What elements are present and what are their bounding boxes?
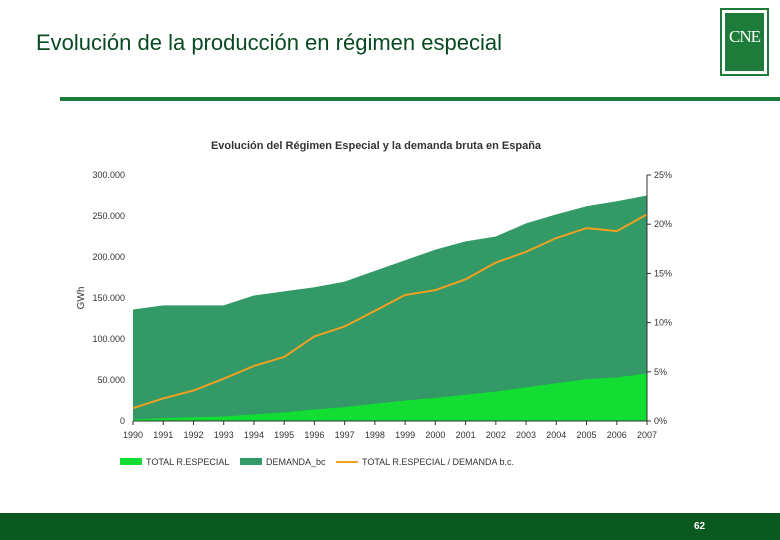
y-tick-label: 250.000 <box>92 211 125 221</box>
legend-label-total-re: TOTAL R.ESPECIAL <box>146 457 229 467</box>
x-tick-label: 2003 <box>516 430 536 440</box>
slide-title: Evolución de la producción en régimen es… <box>36 30 502 55</box>
y2-tick-label: 20% <box>654 219 672 229</box>
y2-tick-label: 10% <box>654 318 672 328</box>
x-tick-label: 1996 <box>304 430 324 440</box>
series-area-total-re <box>133 373 647 421</box>
page-number: 62 <box>694 521 706 532</box>
legend-swatch-demanda <box>240 458 262 465</box>
y-tick-label: 50.000 <box>97 375 125 385</box>
y-axis-label: GWh <box>76 287 87 310</box>
x-tick-label: 1991 <box>153 430 173 440</box>
x-tick-label: 2006 <box>607 430 627 440</box>
y-tick-label: 0 <box>120 416 125 426</box>
x-tick-label: 1998 <box>365 430 385 440</box>
y2-tick-label: 0% <box>654 416 667 426</box>
footer-bar <box>0 513 780 540</box>
plot-area <box>132 175 648 422</box>
y-tick-label: 300.000 <box>92 170 125 180</box>
legend-label-ratio: TOTAL R.ESPECIAL / DEMANDA b.c. <box>362 457 514 467</box>
x-tick-label: 2001 <box>456 430 476 440</box>
y-tick-label: 150.000 <box>92 293 125 303</box>
chart-title: Evolución del Régimen Especial y la dema… <box>211 140 542 152</box>
x-tick-label: 2000 <box>425 430 445 440</box>
y-tick-label: 200.000 <box>92 252 125 262</box>
x-axis-ticks: 1990 1991 1992 1993 1994 1995 1996 1997 1998 1999… <box>123 421 657 440</box>
legend-swatch-total-re <box>120 458 142 465</box>
header-rule <box>60 97 780 101</box>
y-tick-label: 100.000 <box>92 334 125 344</box>
y2-tick-label: 5% <box>654 367 667 377</box>
cne-logo-text: CNE <box>725 13 764 71</box>
y2-tick-label: 15% <box>654 268 672 278</box>
x-tick-label: 1999 <box>395 430 415 440</box>
x-tick-label: 1992 <box>183 430 203 440</box>
y-axis-ticks: 300.000 250.000 200.000 150.000 100.000 50.00… <box>92 170 125 426</box>
cne-logo: CNE <box>720 8 769 76</box>
chart: Evolución del Régimen Especial y la dema… <box>76 140 672 467</box>
y2-tick-label: 25% <box>654 170 672 180</box>
x-tick-label: 1994 <box>244 430 264 440</box>
x-tick-label: 1993 <box>214 430 234 440</box>
x-tick-label: 1995 <box>274 430 294 440</box>
series-line-ratio <box>132 213 648 410</box>
x-tick-label: 2005 <box>577 430 597 440</box>
x-tick-label: 2007 <box>637 430 657 440</box>
x-tick-label: 1990 <box>123 430 143 440</box>
x-tick-label: 1997 <box>335 430 355 440</box>
x-tick-label: 2002 <box>486 430 506 440</box>
y2-axis-ticks: 25% 20% 15% 10% 5% 0% <box>647 170 672 426</box>
legend: TOTAL R.ESPECIAL DEMANDA_bc TOTAL R.ESPECI… <box>120 457 514 467</box>
legend-label-demanda: DEMANDA_bc <box>266 457 326 467</box>
x-tick-label: 2004 <box>546 430 566 440</box>
